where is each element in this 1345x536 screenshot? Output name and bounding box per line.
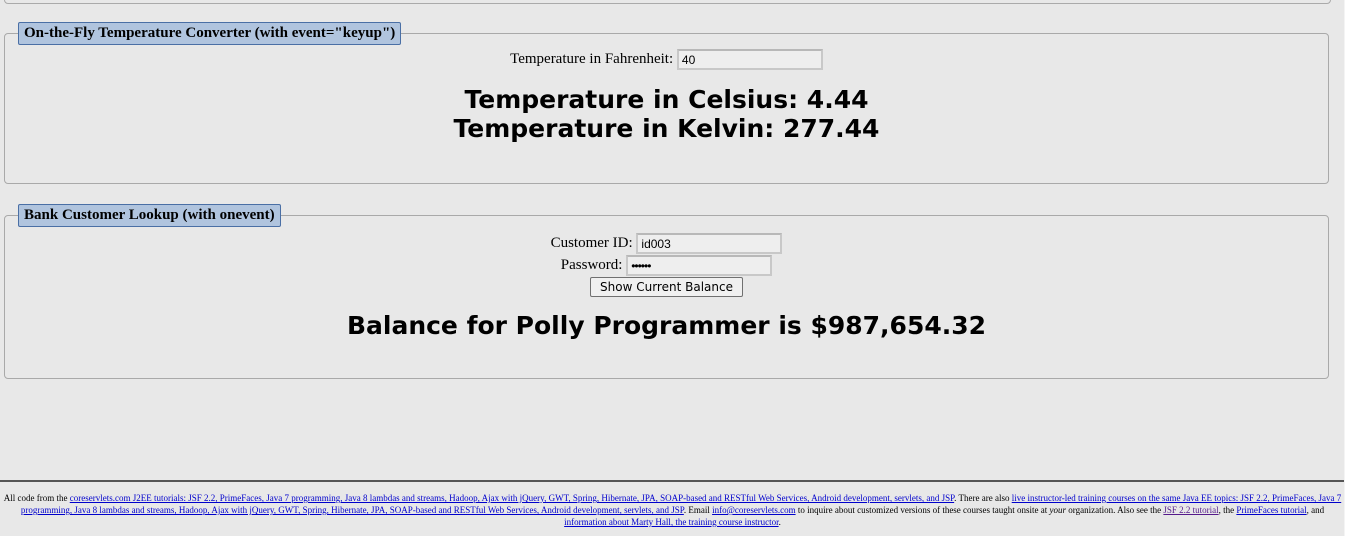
balance-result: Balance for Polly Programmer is $987,654… [346, 311, 987, 341]
footer-emphasis: your [1049, 505, 1067, 515]
kelvin-result: Temperature in Kelvin: 277.44 [453, 114, 880, 143]
footer-text: , and [1306, 505, 1325, 515]
button-row: Show Current Balance [5, 277, 1328, 298]
temperature-converter-legend: On-the-Fly Temperature Converter (with e… [18, 22, 402, 45]
bank-customer-lookup-legend: Bank Customer Lookup (with onevent) [18, 204, 281, 227]
password-label: Password: [560, 257, 623, 274]
footer: All code from the coreservlets.com J2EE … [0, 480, 1345, 536]
fahrenheit-label: Temperature in Fahrenheit: [510, 50, 674, 67]
primefaces-tutorial-link[interactable]: PrimeFaces tutorial [1236, 505, 1307, 515]
celsius-result: Temperature in Celsius: 4.44 [464, 85, 869, 114]
previous-panel-bottom [4, 0, 1331, 4]
instructor-info-link[interactable]: information about Marty Hall, the traini… [564, 517, 779, 527]
temperature-converter-panel: On-the-Fly Temperature Converter (with e… [4, 22, 1329, 184]
footer-text: . Email [683, 505, 713, 515]
footer-text: . There are also [954, 493, 1012, 503]
password-input[interactable] [626, 255, 773, 277]
show-current-balance-button[interactable]: Show Current Balance [590, 277, 743, 298]
training-courses-link[interactable]: live instructor-led training courses on … [20, 493, 1342, 515]
footer-text: . [778, 517, 781, 527]
footer-text: All code from the [3, 493, 70, 503]
fahrenheit-row: Temperature in Fahrenheit: [5, 49, 1328, 70]
footer-text: to inquire about customized versions of … [795, 505, 1050, 515]
bank-customer-lookup-panel: Bank Customer Lookup (with onevent) Cust… [4, 204, 1329, 379]
jsf-tutorial-link[interactable]: JSF 2.2 tutorial [1163, 505, 1219, 515]
customer-id-input[interactable] [636, 233, 783, 255]
customer-id-row: Customer ID: [5, 232, 1328, 255]
customer-id-label: Customer ID: [550, 235, 633, 251]
email-link[interactable]: info@coreservlets.com [712, 505, 796, 515]
password-row: Password: [5, 254, 1328, 277]
footer-text: , the [1218, 505, 1237, 515]
fahrenheit-input[interactable] [676, 49, 823, 70]
footer-text: organization. Also see the [1066, 505, 1164, 515]
tutorials-link[interactable]: coreservlets.com J2EE tutorials: JSF 2.2… [69, 493, 955, 503]
